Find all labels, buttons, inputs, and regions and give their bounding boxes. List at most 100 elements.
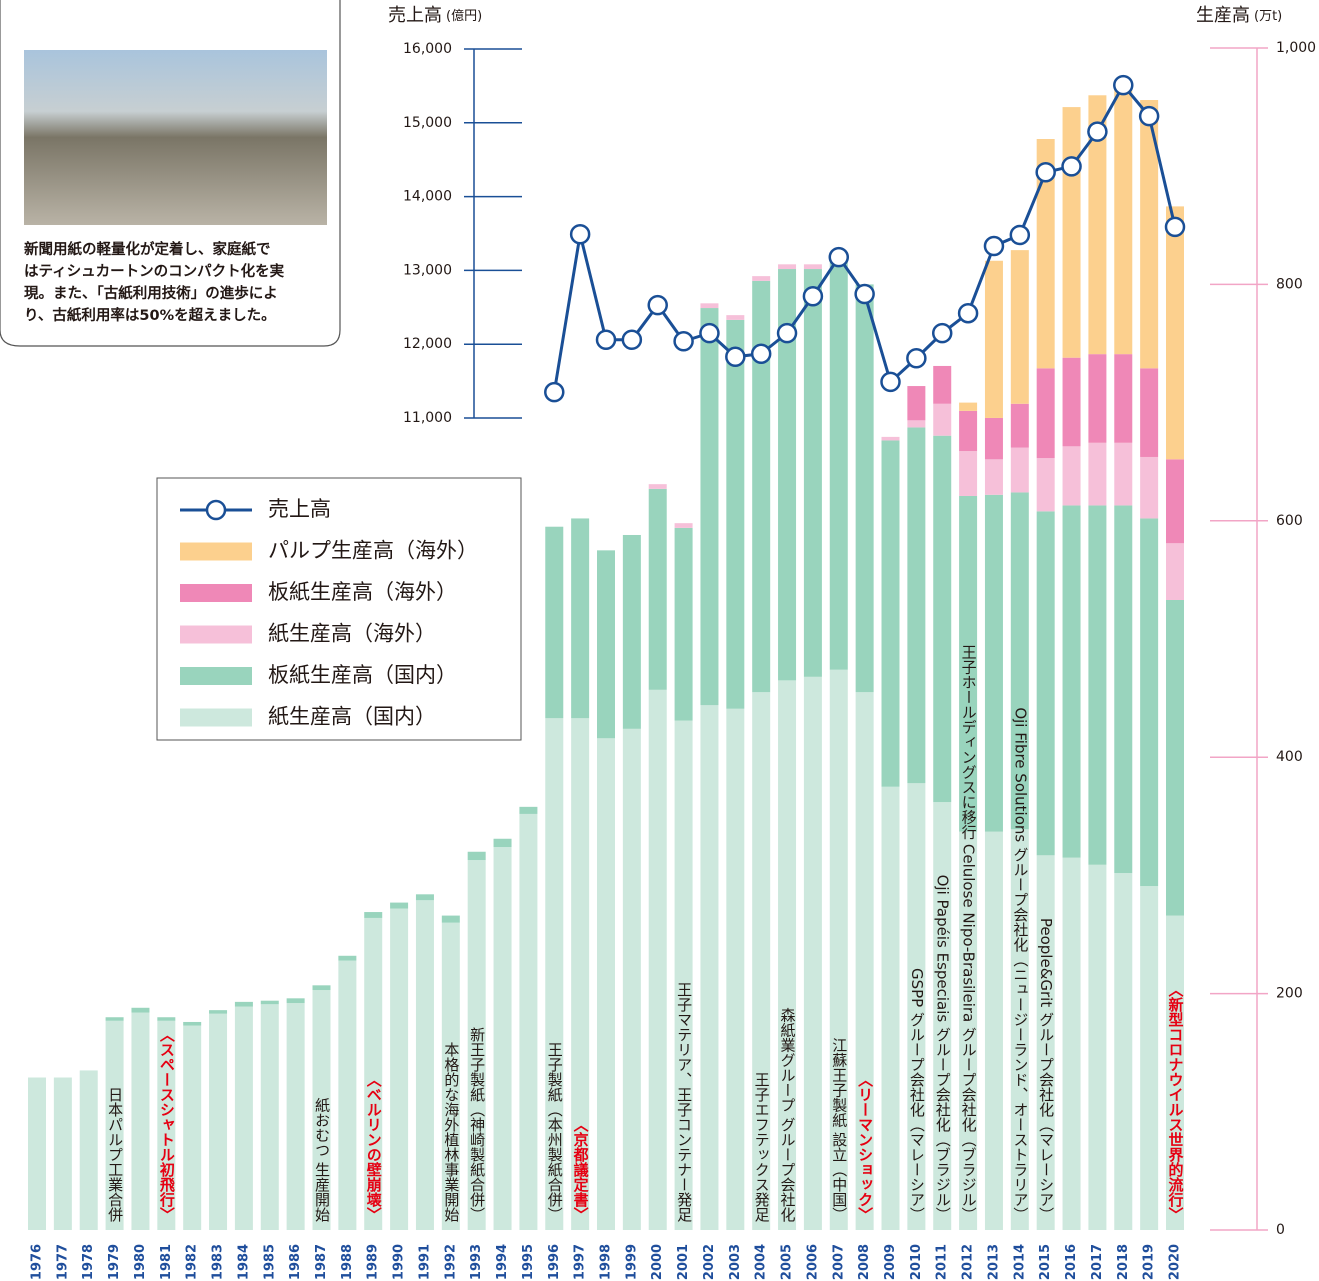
x-tick-label: 1989 [366,1244,381,1280]
legend-marker [205,499,227,521]
x-tick-label: 2007 [831,1244,846,1280]
sales-point [1061,156,1082,177]
bar-segment [907,386,926,421]
legend-label: パルプ生産高（海外） [268,539,478,563]
bar-segment [700,303,719,309]
legend-swatch [180,542,252,561]
sales-point [725,346,746,367]
y-axis-unit: (億円) [446,8,482,24]
bar-segment [933,802,952,1230]
bar-segment [415,894,434,901]
annotation: 王子エフテックス発足 [753,1072,771,1223]
x-tick-label: 1997 [573,1244,588,1280]
sales-point [647,294,668,316]
bar-segment [338,960,357,1230]
bar-segment [803,269,822,677]
y-tick-label: 15,000 [403,115,452,131]
legend-label: 板紙生産高（海外） [268,580,457,604]
bar-segment [260,1000,279,1005]
bar-segment [260,1004,279,1230]
bar-segment [1062,446,1081,506]
bar-segment [390,908,409,1230]
sales-point [854,283,875,305]
caption-line: り、古紙利用率は50%を超えました。 [24,306,276,324]
sales-point [906,347,927,369]
bar-segment [726,708,745,1230]
bar-segment [1088,505,1107,865]
bar-segment [778,680,797,1230]
sales-point [983,235,1005,257]
sales-point [1035,161,1056,183]
bar-segment [984,459,1003,495]
bar-segment [209,1013,228,1230]
bar-segment [467,851,486,861]
x-tick-label: 2008 [857,1244,872,1280]
bar-segment [1166,459,1184,544]
annotation: GSPP グループ会社化（マレーシア） [908,968,926,1222]
annotation: 王子製紙（本州製紙合併） [546,1042,564,1222]
x-tick-label: 2012 [961,1244,976,1280]
bar-segment [1010,250,1029,404]
x-tick-label: 1990 [392,1244,407,1280]
y-tick-label: 14,000 [403,189,452,205]
legend-box [156,477,522,741]
bar-segment [674,523,693,528]
annotation: 〈ベルリンの壁崩壊〉 [365,1072,383,1222]
y2-axis-title-main: 生産高 [1196,5,1250,26]
bar-segment [700,308,719,706]
bar-segment [1062,505,1081,858]
x-tick-label: 2004 [754,1244,769,1280]
bar-segment [545,718,564,1230]
x-tick-label: 1981 [159,1244,174,1280]
caption-line: はティシュカートンのコンパクト化を実 [24,262,285,280]
x-tick-label: 1991 [417,1244,432,1280]
y-tick-label: 12,000 [403,336,452,352]
x-tick-label: 2016 [1064,1244,1079,1280]
legend-label: 売上高 [268,497,331,521]
x-tick-label: 2003 [728,1244,743,1280]
sales-point [957,302,979,324]
bar-segment [312,990,331,1230]
bar-segment [1088,354,1107,443]
bar-segment [1036,368,1055,459]
annotation: 日本パルプ工業合併 [106,1087,124,1222]
bar-segment [907,783,926,1230]
bar-segment [933,365,952,404]
bar-segment [105,1020,124,1230]
y-tick-label: 13,000 [403,262,452,278]
bar-segment [1036,139,1055,369]
sales-point [880,371,901,393]
bar-segment [157,1020,176,1230]
bar-segment [390,902,409,909]
bar-segment [648,689,667,1230]
annotation: 新王子製紙（神崎製紙合併） [468,1027,486,1222]
x-tick-label: 1988 [340,1244,355,1280]
y2-tick-label: 200 [1276,986,1303,1002]
sales-point [595,329,617,351]
bar-segment [959,410,978,452]
bar-segment [959,495,978,832]
bar-segment [183,1025,202,1230]
bar-segment [1140,886,1159,1230]
x-tick-label: 1992 [443,1244,458,1280]
legend-swatch [180,667,252,685]
bar-segment [752,280,771,693]
sales-point [1138,105,1160,127]
x-tick-label: 1998 [599,1244,614,1280]
x-tick-label: 2005 [780,1244,795,1280]
bar-segment [803,264,822,270]
bar-segment [984,260,1003,418]
y-tick-label: 11,000 [403,410,452,426]
sales-point [750,343,772,365]
bar-segment [1062,107,1081,358]
x-tick-label: 1986 [288,1244,303,1280]
x-tick-label: 2002 [702,1244,717,1280]
bar-segment [881,440,900,787]
annotation: 本格的な海外植林事業開始 [442,1042,460,1222]
annotation: 王子マテリア、王子コンテナー発足 [675,982,693,1223]
bar-segment [1088,442,1107,506]
bar-segment [1088,864,1107,1230]
sales-point [931,322,953,344]
bar-segment [597,738,615,1230]
